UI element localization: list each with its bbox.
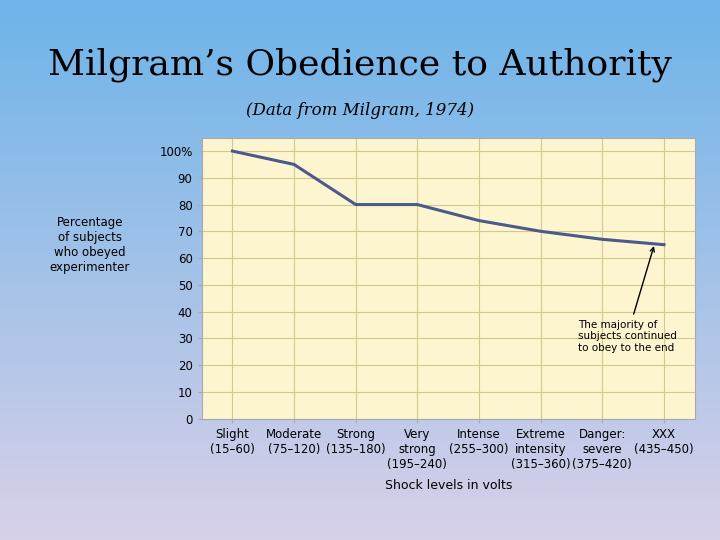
Text: The majority of
subjects continued
to obey to the end: The majority of subjects continued to ob… xyxy=(577,247,677,353)
Text: (Data from Milgram, 1974): (Data from Milgram, 1974) xyxy=(246,102,474,119)
X-axis label: Shock levels in volts: Shock levels in volts xyxy=(384,479,512,492)
Text: Milgram’s Obedience to Authority: Milgram’s Obedience to Authority xyxy=(48,48,672,82)
Text: Percentage
of subjects
who obeyed
experimenter: Percentage of subjects who obeyed experi… xyxy=(50,217,130,274)
